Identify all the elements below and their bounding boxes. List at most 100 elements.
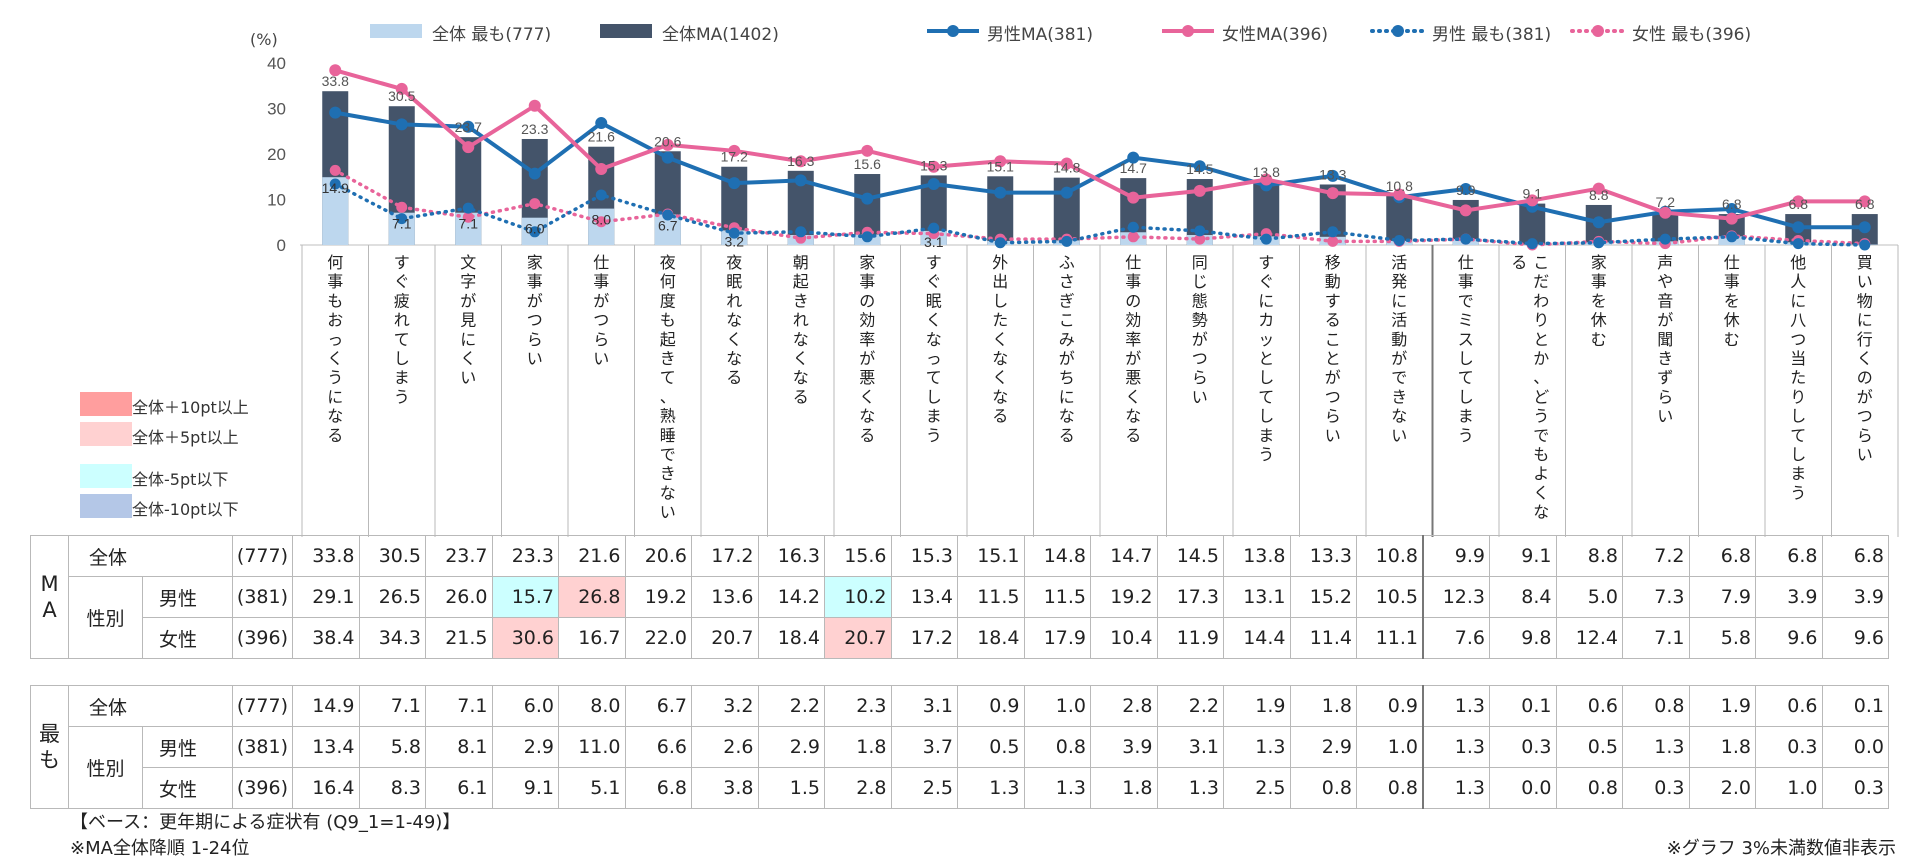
table-cell: 0.0	[1489, 767, 1557, 809]
table-row: M A 全体 (777) 33.8 30.5 23.7 23.3 21.6 20.6 17.2 16.…	[30, 535, 1889, 659]
table-cell: 11.1	[1356, 617, 1424, 659]
ma-data-label: 15.3	[920, 157, 947, 173]
male-most-point	[1526, 238, 1538, 250]
table-cell: 3.2	[691, 685, 759, 727]
category-label: すぐ疲れてしまう	[394, 253, 410, 406]
category-label: 外出したくなくなる	[992, 253, 1008, 426]
category-label: 他人に八つ当たりしてしまう	[1790, 253, 1806, 502]
table-cell: 23.7	[425, 535, 493, 577]
ma-data-label: 9.9	[1456, 182, 1476, 198]
table-cell: 16.7	[558, 617, 626, 659]
table-cell: 8.4	[1489, 576, 1557, 618]
table-cell: 5.1	[558, 767, 626, 809]
table-cell: 17.9	[1023, 617, 1091, 659]
table-cell: 1.3	[1422, 726, 1490, 768]
highlight-swatch	[80, 422, 132, 446]
table-cell: 2.9	[1289, 726, 1357, 768]
male-ma-point	[1725, 203, 1738, 216]
legend-label: 女性MA(396)	[1222, 25, 1329, 45]
table-cell: 0.3	[1755, 726, 1823, 768]
female-ma-line	[334, 68, 1865, 221]
y-tick-label: 40	[267, 54, 286, 73]
female-most-point	[1327, 235, 1339, 247]
ma-data-label: 14.5	[1186, 161, 1213, 177]
sample-size: (777)	[232, 535, 293, 577]
ma-data-label: 21.6	[588, 129, 615, 145]
table-cell: 15.3	[890, 535, 958, 577]
legend-swatch	[600, 24, 652, 38]
table-cell: 26.0	[425, 576, 493, 618]
table-cell: 5.0	[1555, 576, 1623, 618]
ma-data-label: 6.8	[1789, 196, 1809, 212]
male-ma-point	[728, 177, 741, 190]
male-ma-point	[1459, 183, 1472, 196]
table-cell: 14.7	[1090, 535, 1158, 577]
table-cell: 0.5	[1555, 726, 1623, 768]
legend-swatch	[1370, 25, 1426, 37]
legend-label: 男性 最も(381)	[1432, 25, 1552, 45]
ma-data-label: 23.7	[455, 119, 482, 135]
legend-swatch	[927, 25, 979, 37]
highlight-label: 全体-10pt以下	[132, 500, 239, 519]
table-cell: 14.2	[757, 576, 825, 618]
female-most-point	[1194, 233, 1206, 245]
ma-data-label: 10.8	[1386, 178, 1413, 194]
ma-data-label: 13.3	[1319, 166, 1346, 182]
table-cell: 6.7	[624, 685, 692, 727]
table-cell: 26.5	[358, 576, 426, 618]
female-most-point	[462, 211, 474, 223]
table-cell: 13.4	[292, 726, 360, 768]
table-cell: 30.6	[491, 617, 559, 659]
table-cell: 13.6	[691, 576, 759, 618]
sample-size: (381)	[232, 726, 293, 768]
table-cell: 11.5	[1023, 576, 1091, 618]
highlight-swatch	[80, 464, 132, 488]
highlight-label: 全体＋5pt以上	[132, 428, 239, 447]
sample-size: (396)	[232, 617, 293, 659]
most-data-label: 14.9	[322, 180, 349, 196]
ma-data-label: 15.1	[987, 158, 1014, 174]
category-label: 買い物に行くのがつらい	[1857, 253, 1873, 464]
male-most-point	[1127, 221, 1139, 233]
male-most-point	[662, 209, 674, 221]
table-cell: 12.3	[1422, 576, 1490, 618]
female-ma-point	[1393, 188, 1406, 201]
table-cell: 18.4	[957, 617, 1025, 659]
sample-size: (777)	[232, 685, 293, 727]
female-most-point	[529, 198, 541, 210]
female-ma-point	[1193, 184, 1206, 197]
table-cell: 0.0	[1821, 726, 1889, 768]
category-label: 家事を休む	[1591, 253, 1607, 349]
female-ma-point	[994, 155, 1007, 168]
highlight-legend: 全体＋10pt以上 全体＋5pt以上 全体-5pt以下 全体-10pt以下	[80, 392, 280, 522]
male-ma-point	[329, 106, 342, 119]
female-ma-point	[1127, 191, 1140, 204]
most-data-label: 3.2	[725, 233, 745, 249]
ma-data-label: 9.1	[1523, 186, 1543, 202]
table-cell: 11.5	[957, 576, 1025, 618]
table-cell: 34.3	[358, 617, 426, 659]
ma-data-label: 8.8	[1589, 187, 1609, 203]
group-label: 性別	[68, 576, 143, 659]
table-cell: 5.8	[358, 726, 426, 768]
table-cell: 3.9	[1090, 726, 1158, 768]
category-label: 文字が見にくい	[460, 253, 476, 387]
female-most-point	[396, 201, 408, 213]
ma-data-label: 15.6	[854, 156, 881, 172]
highlight-label: 全体＋10pt以上	[132, 398, 249, 417]
table-cell: 0.8	[1289, 767, 1357, 809]
ma-data-label: 16.3	[787, 153, 814, 169]
male-most-point	[1260, 233, 1272, 245]
table-cell: 1.3	[1023, 767, 1091, 809]
table-cell: 15.2	[1289, 576, 1357, 618]
table-cell: 17.2	[890, 617, 958, 659]
table-cell: 1.9	[1688, 685, 1756, 727]
block-label: 最も	[30, 685, 69, 809]
table-cell: 15.1	[957, 535, 1025, 577]
table-cell: 2.6	[691, 726, 759, 768]
male-ma-point	[861, 192, 874, 205]
graph-note: ※グラフ 3%未満数値非表示	[1666, 838, 1896, 859]
table-cell: 15.6	[824, 535, 892, 577]
female-ma-point	[1592, 182, 1605, 195]
table-cell: 20.7	[691, 617, 759, 659]
